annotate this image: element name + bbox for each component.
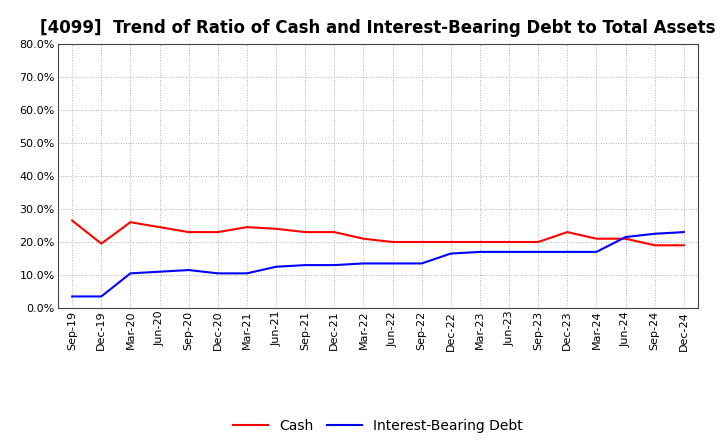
Cash (156, 224, 164, 230)
Interest-Bearing Debt (505, 249, 513, 254)
Cash (446, 239, 455, 245)
Cash (68, 218, 76, 223)
Cash (330, 230, 338, 235)
Cash (271, 226, 280, 231)
Cash (126, 220, 135, 225)
Interest-Bearing Debt (126, 271, 135, 276)
Cash (534, 239, 543, 245)
Interest-Bearing Debt (213, 271, 222, 276)
Interest-Bearing Debt (563, 249, 572, 254)
Cash (650, 243, 659, 248)
Interest-Bearing Debt (650, 231, 659, 236)
Cash (184, 230, 193, 235)
Cash (388, 239, 397, 245)
Cash (243, 224, 251, 230)
Cash (680, 243, 688, 248)
Cash (621, 236, 630, 241)
Interest-Bearing Debt (680, 230, 688, 235)
Interest-Bearing Debt (359, 261, 368, 266)
Cash (301, 230, 310, 235)
Legend: Cash, Interest-Bearing Debt: Cash, Interest-Bearing Debt (228, 413, 528, 438)
Interest-Bearing Debt (301, 262, 310, 268)
Cash (592, 236, 600, 241)
Interest-Bearing Debt (592, 249, 600, 254)
Line: Cash: Cash (72, 220, 684, 246)
Interest-Bearing Debt (68, 294, 76, 299)
Cash (213, 230, 222, 235)
Cash (418, 239, 426, 245)
Title: [4099]  Trend of Ratio of Cash and Interest-Bearing Debt to Total Assets: [4099] Trend of Ratio of Cash and Intere… (40, 19, 716, 37)
Interest-Bearing Debt (184, 268, 193, 273)
Interest-Bearing Debt (621, 235, 630, 240)
Cash (505, 239, 513, 245)
Interest-Bearing Debt (388, 261, 397, 266)
Interest-Bearing Debt (97, 294, 106, 299)
Cash (476, 239, 485, 245)
Interest-Bearing Debt (330, 262, 338, 268)
Line: Interest-Bearing Debt: Interest-Bearing Debt (72, 232, 684, 297)
Interest-Bearing Debt (534, 249, 543, 254)
Interest-Bearing Debt (446, 251, 455, 256)
Interest-Bearing Debt (476, 249, 485, 254)
Cash (359, 236, 368, 241)
Interest-Bearing Debt (271, 264, 280, 269)
Cash (563, 230, 572, 235)
Interest-Bearing Debt (418, 261, 426, 266)
Interest-Bearing Debt (243, 271, 251, 276)
Cash (97, 241, 106, 246)
Interest-Bearing Debt (156, 269, 164, 275)
